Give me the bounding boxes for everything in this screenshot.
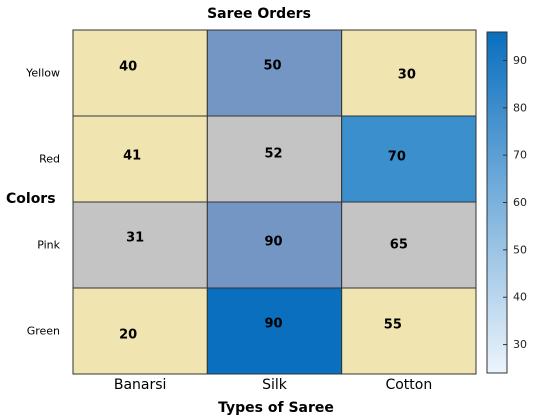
heatmap-cell-pink-cotton — [341, 201, 477, 289]
colorbar-tick-label: 70 — [513, 149, 527, 162]
y-tick-labels: Yellow Red Pink Green — [25, 67, 60, 338]
x-axis-title: Types of Saree — [218, 400, 334, 416]
y-tick-label-red: Red — [39, 153, 60, 166]
y-axis-title: Colors — [6, 191, 56, 207]
cell-value-label: 40 — [119, 60, 137, 75]
colorbar-tick-label: 80 — [513, 101, 527, 114]
y-tick-label-green: Green — [27, 325, 60, 338]
heatmap-cell-pink-banarsi — [72, 201, 208, 289]
x-tick-label-silk: Silk — [262, 377, 288, 393]
x-tick-label-cotton: Cotton — [385, 377, 432, 393]
colorbar-ticks: 30 40 50 60 70 80 90 — [503, 54, 527, 351]
y-tick-label-pink: Pink — [37, 239, 60, 252]
cell-value-label: 90 — [264, 235, 282, 250]
cell-value-label: 90 — [264, 317, 282, 332]
cell-value-label: 41 — [123, 149, 141, 164]
heatmap-cell-green-silk — [206, 287, 343, 375]
cell-value-label: 30 — [398, 68, 416, 83]
cell-value-label: 31 — [126, 231, 144, 246]
cell-value-label: 70 — [388, 150, 406, 165]
colorbar-tick-label: 40 — [513, 291, 527, 304]
colorbar: 30 40 50 60 70 80 90 — [486, 31, 527, 374]
heatmap-cell-yellow-banarsi — [72, 29, 208, 117]
cell-value-label: 50 — [263, 59, 281, 74]
heatmap-cell-yellow-cotton — [341, 29, 477, 117]
chart-title: Saree Orders — [207, 6, 311, 22]
heatmap-cells: 40 50 30 41 52 70 31 90 65 20 90 55 — [72, 29, 477, 375]
cell-value-label: 20 — [119, 328, 137, 343]
x-tick-labels: Banarsi Silk Cotton — [114, 377, 432, 393]
heatmap-cell-red-banarsi — [72, 115, 208, 203]
x-tick-label-banarsi: Banarsi — [114, 377, 167, 393]
heatmap-cell-green-cotton — [341, 287, 477, 375]
heatmap-cell-yellow-silk — [206, 29, 343, 117]
colorbar-tick-label: 30 — [513, 338, 527, 351]
colorbar-tick-label: 50 — [513, 243, 527, 256]
heatmap-cell-pink-silk — [206, 201, 343, 289]
colorbar-tick-label: 60 — [513, 196, 527, 209]
cell-value-label: 65 — [390, 238, 408, 253]
heatmap-cell-red-silk — [206, 115, 343, 203]
cell-value-label: 55 — [384, 318, 402, 333]
heatmap-cell-green-banarsi — [72, 287, 208, 375]
cell-value-label: 52 — [264, 147, 282, 162]
y-tick-label-yellow: Yellow — [25, 67, 60, 80]
heatmap-cell-red-cotton — [341, 115, 477, 203]
colorbar-tick-label: 90 — [513, 54, 527, 67]
